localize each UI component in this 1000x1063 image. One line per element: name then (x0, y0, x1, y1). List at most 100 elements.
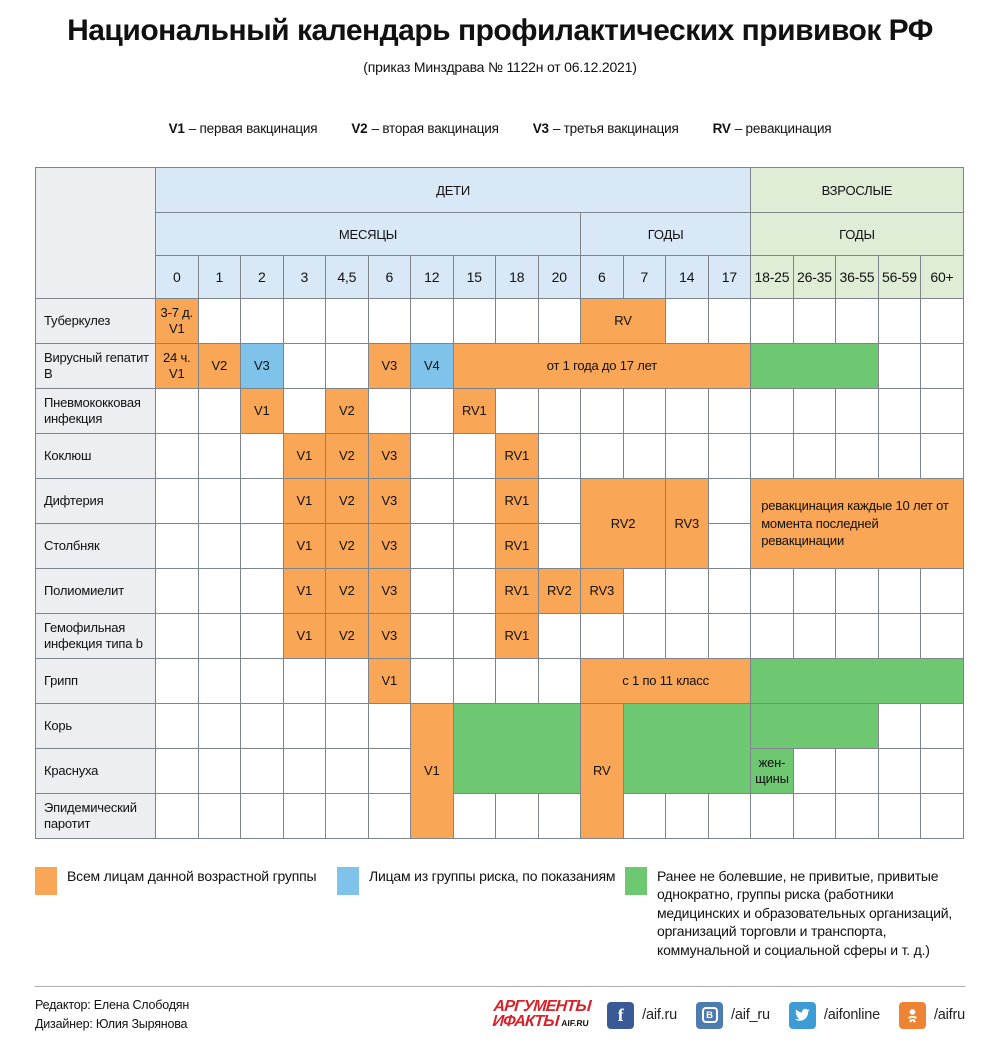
vaccine-cell: V4 (410, 343, 454, 389)
empty-cell (410, 568, 454, 614)
empty-cell (835, 568, 879, 614)
empty-cell (665, 568, 709, 614)
vk-handle[interactable]: /aif_ru (731, 1007, 770, 1024)
page-title: Национальный календарь профилактических … (67, 14, 933, 47)
column-header: 1 (197, 255, 241, 299)
row-label: Эпидемический паротит (35, 793, 156, 839)
empty-cell (197, 613, 241, 659)
empty-cell (622, 793, 666, 839)
vaccine-cell: RV3 (580, 568, 624, 614)
credits: Редактор: Елена Слободян Дизайнер: Юлия … (35, 996, 189, 1034)
empty-cell (792, 433, 837, 479)
children-group-header: ДЕТИ (154, 167, 752, 213)
empty-cell (877, 793, 922, 839)
editor-credit: Редактор: Елена Слободян (35, 998, 190, 1013)
vaccine-cell: V3 (367, 433, 411, 479)
row-label: Коклюш (35, 433, 156, 479)
color-legend: Всем лицам данной возрастной группы Лица… (35, 867, 963, 959)
empty-cell (920, 703, 964, 749)
vaccine-cell: V1 (282, 478, 326, 524)
empty-cell (622, 568, 666, 614)
vaccine-cell: V3 (367, 613, 411, 659)
empty-cell (240, 703, 284, 749)
empty-cell (622, 433, 666, 479)
column-header: 56-59 (877, 255, 922, 299)
legend-item-blue: Лицам из группы риска, по показаниям (337, 867, 625, 959)
empty-cell (197, 523, 241, 569)
empty-cell (410, 433, 454, 479)
empty-cell (367, 703, 411, 749)
column-numbers-row: 0 1 2 3 4,5 6 12 15 18 20 6 7 14 17 18-25 26-35 36-55 56-… (36, 255, 964, 299)
empty-cell (792, 748, 837, 794)
vaccine-cell: V3 (367, 343, 411, 389)
ok-icon (898, 1001, 926, 1029)
column-header: 6 (580, 255, 624, 299)
vaccine-cell: RV1 (495, 523, 539, 569)
empty-cell (197, 478, 241, 524)
empty-cell (325, 748, 369, 794)
empty-cell (282, 748, 326, 794)
row-label: Корь (35, 703, 156, 749)
empty-cell (920, 568, 964, 614)
column-header: 60+ (920, 255, 964, 299)
facebook-icon: f (607, 1001, 635, 1029)
empty-cell (325, 703, 369, 749)
empty-cell (792, 793, 837, 839)
column-header: 18 (495, 255, 539, 299)
empty-cell (622, 388, 666, 434)
vaccine-cell: V1 (282, 523, 326, 569)
table-row: Столбняк V1 V2 V3 RV1 (35, 523, 964, 569)
empty-cell (325, 793, 369, 839)
empty-cell (920, 433, 964, 479)
empty-cell (707, 433, 752, 479)
row-label: Дифтерия (35, 478, 156, 524)
empty-cell (452, 568, 496, 614)
designer-credit: Дизайнер: Юлия Зырянова (35, 1017, 188, 1032)
empty-cell (877, 388, 922, 434)
legend-item-green: Ранее не болевшие, не привитые, привитые… (625, 867, 963, 959)
column-header: 20 (537, 255, 581, 299)
empty-cell (792, 298, 837, 344)
empty-cell (240, 613, 284, 659)
twitter-handle[interactable]: /aifonline (823, 1007, 880, 1024)
empty-cell (750, 298, 794, 344)
table-row: Дифтерия V1 V2 V3 RV1 RV2 RV3 ревакцинация кажд… (35, 478, 964, 569)
page-subtitle: (приказ Минздрава № 1122н от 06.12.2021) (363, 59, 637, 75)
table-row: Корь V1 RV (35, 703, 964, 839)
empty-cell (835, 613, 879, 659)
table-row: Полиомиелит V1 V2 V3 RV1 RV2 RV3 (35, 568, 964, 614)
social-vk[interactable]: B /aif_ru (696, 1001, 770, 1029)
empty-cell (155, 748, 199, 794)
empty-cell (155, 433, 199, 479)
vaccine-cell: с 1 по 11 класс (579, 658, 752, 704)
vaccine-cell: 3-7 д. V1 (155, 298, 199, 344)
facebook-handle[interactable]: /aif.ru (642, 1007, 677, 1024)
table-row: Туберкулез 3-7 д. V1 RV (35, 298, 964, 344)
empty-cell (367, 793, 411, 839)
column-header: 3 (282, 255, 326, 299)
empty-cell (580, 613, 624, 659)
legend-text: Всем лицам данной возрастной группы (67, 868, 317, 884)
social-twitter[interactable]: /aifonline (788, 1001, 880, 1029)
vaccine-cell: V2 (325, 613, 369, 659)
social-facebook[interactable]: f /aif.ru (607, 1001, 677, 1029)
empty-cell (452, 613, 496, 659)
ok-handle[interactable]: /aifru (933, 1007, 965, 1024)
social-ok[interactable]: /aifru (898, 1001, 965, 1029)
empty-cell (495, 298, 539, 344)
column-header: 15 (452, 255, 496, 299)
empty-cell (750, 388, 794, 434)
vaccine-cell: RV3 (665, 478, 709, 569)
empty-cell (835, 748, 879, 794)
column-header: 0 (155, 255, 199, 299)
aif-logo: АРГУМЕНТЫ ИФАКТЫ AIF.RU (492, 998, 591, 1030)
empty-cell (452, 298, 496, 344)
empty-cell (750, 433, 794, 479)
empty-cell (537, 298, 581, 344)
empty-cell (537, 613, 581, 659)
table-row: Вирусный гепатит B 24 ч. V1 V2 V3 V3 V4 от 1 г… (35, 343, 964, 389)
abbr-v1: V1– первая вакцинация (168, 121, 318, 136)
empty-cell (367, 298, 411, 344)
empty-cell (877, 703, 922, 749)
vaccine-cell (622, 703, 752, 794)
